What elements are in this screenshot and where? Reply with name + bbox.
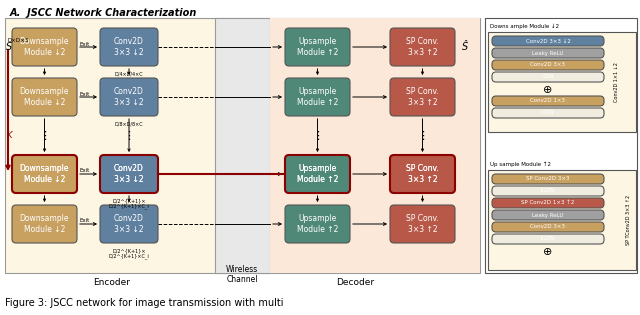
Text: SP TConv2D 3×3 ↑2: SP TConv2D 3×3 ↑2 — [625, 195, 630, 245]
Text: Leaky ReLU: Leaky ReLU — [532, 50, 564, 55]
FancyBboxPatch shape — [12, 28, 77, 66]
Text: Conv2D
3×3 ↓2: Conv2D 3×3 ↓2 — [114, 37, 144, 57]
FancyBboxPatch shape — [492, 48, 604, 58]
FancyBboxPatch shape — [492, 96, 604, 106]
Text: Conv2D 1×1 ↓2: Conv2D 1×1 ↓2 — [614, 62, 618, 102]
FancyBboxPatch shape — [390, 78, 455, 116]
Text: Upsample
Module ↑2: Upsample Module ↑2 — [297, 164, 338, 184]
Text: Exit: Exit — [79, 219, 89, 224]
Bar — [270, 18, 480, 273]
FancyBboxPatch shape — [12, 205, 77, 243]
Text: Conv2D
3×3 ↓2: Conv2D 3×3 ↓2 — [114, 214, 144, 234]
Text: SP Conv2D 1×3 ↑2: SP Conv2D 1×3 ↑2 — [522, 201, 575, 205]
FancyBboxPatch shape — [100, 155, 158, 193]
Text: Conv2D 3×3: Conv2D 3×3 — [531, 62, 566, 67]
FancyBboxPatch shape — [390, 205, 455, 243]
FancyBboxPatch shape — [492, 174, 604, 184]
FancyBboxPatch shape — [492, 198, 604, 208]
FancyBboxPatch shape — [285, 155, 350, 193]
Text: D/4×D/4×C: D/4×D/4×C — [115, 71, 143, 76]
Bar — [485, 18, 637, 273]
Bar — [215, 18, 270, 273]
Text: D/2^{K+1}×
D/2^{K+1}×C_i: D/2^{K+1}× D/2^{K+1}×C_i — [109, 248, 149, 260]
FancyBboxPatch shape — [285, 155, 350, 193]
Text: S: S — [6, 42, 12, 52]
Bar — [488, 170, 636, 270]
Text: SP Conv.
3×3 ↑2: SP Conv. 3×3 ↑2 — [406, 37, 439, 57]
Text: ⊕: ⊕ — [543, 247, 553, 257]
Text: Conv2D 3×3: Conv2D 3×3 — [531, 225, 566, 230]
Text: Downs ample Module ↓2: Downs ample Module ↓2 — [490, 24, 559, 29]
Text: ⋮: ⋮ — [417, 130, 428, 140]
FancyBboxPatch shape — [492, 36, 604, 46]
Bar — [5, 18, 480, 273]
Text: Exit: Exit — [79, 169, 89, 174]
Text: Upsample
Module ↑2: Upsample Module ↑2 — [297, 164, 338, 184]
FancyBboxPatch shape — [390, 155, 455, 193]
Text: ⋮: ⋮ — [124, 130, 134, 140]
Text: Figure 3: JSCC network for image transmission with multi: Figure 3: JSCC network for image transmi… — [5, 298, 284, 308]
Text: Conv2D
3×3 ↓2: Conv2D 3×3 ↓2 — [114, 87, 144, 107]
Text: D/2^{K+1}×
D/2^{K+1}×C_i: D/2^{K+1}× D/2^{K+1}×C_i — [109, 198, 149, 209]
Text: GDN: GDN — [541, 111, 554, 116]
FancyBboxPatch shape — [285, 78, 350, 116]
Text: Exit: Exit — [79, 91, 89, 96]
Bar — [488, 32, 636, 132]
Text: Upsample
Module ↑2: Upsample Module ↑2 — [297, 87, 338, 107]
Text: K: K — [7, 131, 13, 140]
FancyBboxPatch shape — [492, 234, 604, 244]
Text: SP Conv.
3×3 ↑2: SP Conv. 3×3 ↑2 — [406, 214, 439, 234]
FancyBboxPatch shape — [285, 205, 350, 243]
Text: SP Conv.
3×3 ↑2: SP Conv. 3×3 ↑2 — [406, 164, 439, 184]
Text: IGDN: IGDN — [541, 188, 555, 193]
Text: Exit: Exit — [79, 42, 89, 47]
Text: ⋮: ⋮ — [39, 130, 50, 140]
Text: Downsample
Module ↓2: Downsample Module ↓2 — [20, 214, 69, 234]
Text: Up sample Module ↑2: Up sample Module ↑2 — [490, 162, 551, 167]
FancyBboxPatch shape — [492, 60, 604, 70]
FancyBboxPatch shape — [390, 28, 455, 66]
FancyBboxPatch shape — [100, 28, 158, 66]
FancyBboxPatch shape — [12, 155, 77, 193]
Text: D×D×3: D×D×3 — [8, 37, 29, 43]
Text: A.  JSCC Network Characterization: A. JSCC Network Characterization — [10, 8, 197, 18]
Text: Upsample
Module ↑2: Upsample Module ↑2 — [297, 214, 338, 234]
Text: SP Conv2D 3×3: SP Conv2D 3×3 — [526, 176, 570, 181]
FancyBboxPatch shape — [100, 155, 158, 193]
Text: Downsample
Module ↓2: Downsample Module ↓2 — [20, 37, 69, 57]
FancyBboxPatch shape — [492, 108, 604, 118]
Text: D/8×D/8×C: D/8×D/8×C — [115, 121, 143, 126]
Text: ⋮: ⋮ — [312, 130, 323, 140]
FancyBboxPatch shape — [492, 186, 604, 196]
FancyBboxPatch shape — [12, 155, 77, 193]
FancyBboxPatch shape — [492, 72, 604, 82]
FancyBboxPatch shape — [100, 205, 158, 243]
Text: Conv2D
3×3 ↓2: Conv2D 3×3 ↓2 — [114, 164, 144, 184]
Text: Downsample
Module ↓2: Downsample Module ↓2 — [20, 164, 69, 184]
Text: Upsample
Module ↑2: Upsample Module ↑2 — [297, 37, 338, 57]
FancyBboxPatch shape — [285, 28, 350, 66]
Text: Downsample
Module ↓2: Downsample Module ↓2 — [20, 164, 69, 184]
Text: GDN: GDN — [541, 75, 554, 79]
Text: Leaky ReLU: Leaky ReLU — [532, 213, 564, 217]
FancyBboxPatch shape — [12, 78, 77, 116]
Text: Conv2D 3×3 ↓2: Conv2D 3×3 ↓2 — [525, 38, 570, 43]
Text: Conv2D 1×3: Conv2D 1×3 — [531, 99, 566, 104]
Text: SP Conv.
3×3 ↑2: SP Conv. 3×3 ↑2 — [406, 87, 439, 107]
Text: ⊕: ⊕ — [543, 85, 553, 95]
Text: Encoder: Encoder — [93, 278, 131, 287]
Text: Conv2D
3×3 ↓2: Conv2D 3×3 ↓2 — [114, 164, 144, 184]
FancyBboxPatch shape — [390, 155, 455, 193]
Text: Downsample
Module ↓2: Downsample Module ↓2 — [20, 87, 69, 107]
FancyBboxPatch shape — [492, 210, 604, 220]
Text: SP Conv.
3×3 ↑2: SP Conv. 3×3 ↑2 — [406, 164, 439, 184]
Text: Decoder: Decoder — [336, 278, 374, 287]
FancyBboxPatch shape — [492, 222, 604, 232]
Text: Ŝ: Ŝ — [462, 42, 468, 52]
Text: IGDN: IGDN — [541, 237, 555, 242]
FancyBboxPatch shape — [100, 78, 158, 116]
Text: Wireless
Channel: Wireless Channel — [226, 265, 258, 284]
